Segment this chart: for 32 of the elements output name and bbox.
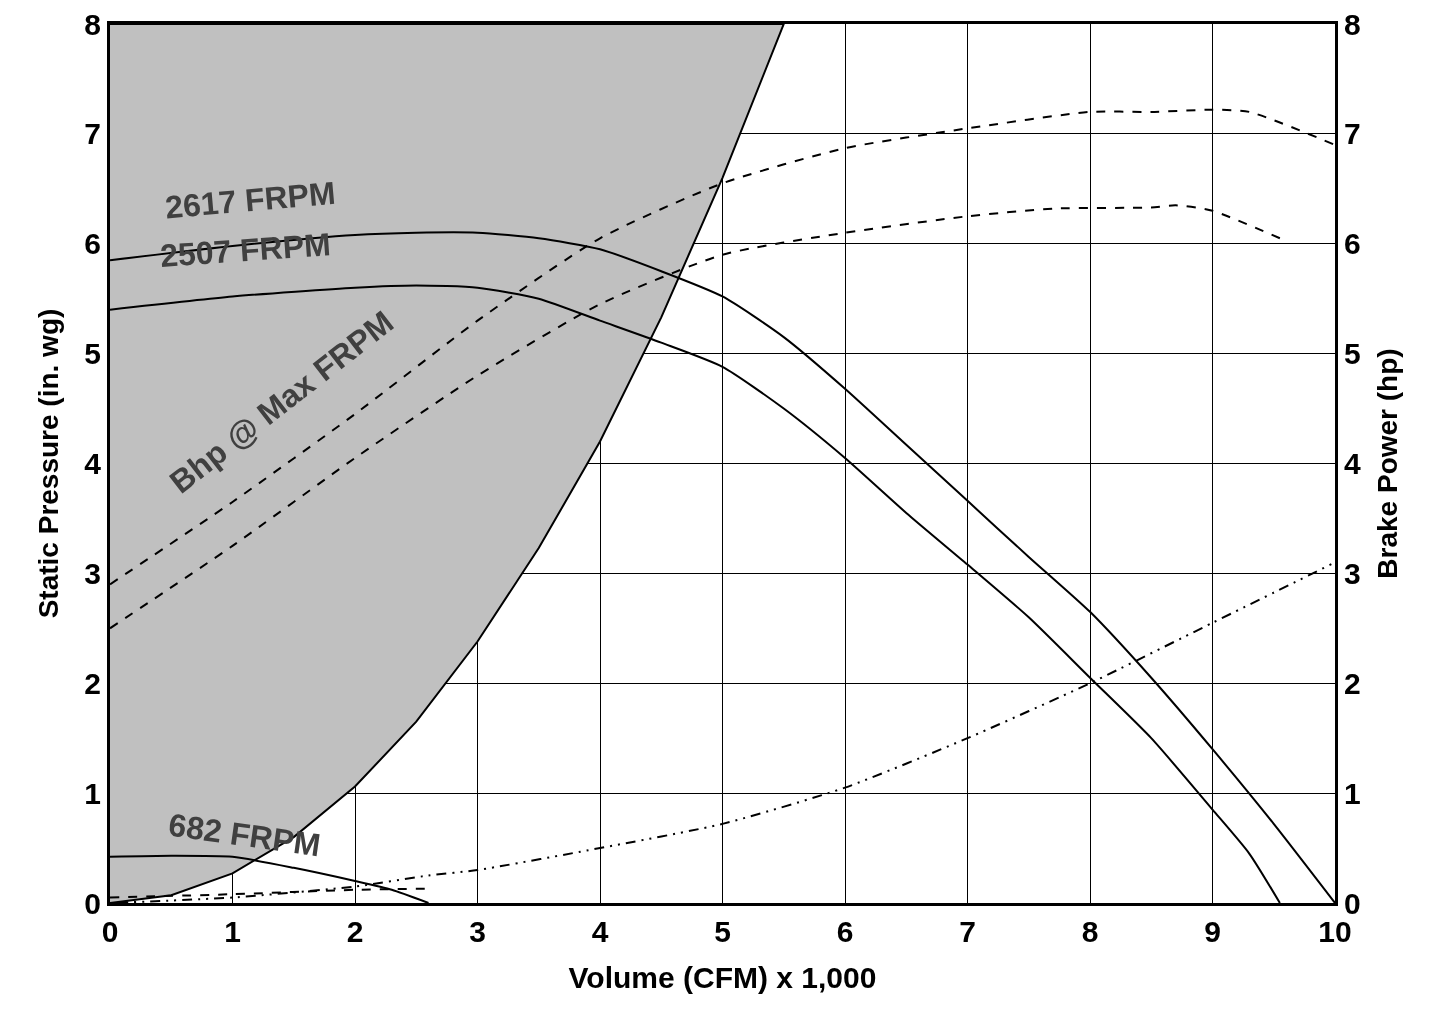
x-tick-label: 8 bbox=[1081, 915, 1099, 948]
y2-tick-label: 2 bbox=[1344, 666, 1361, 700]
y2-tick-label: 3 bbox=[1344, 556, 1361, 590]
y-tick-label: 8 bbox=[84, 7, 101, 41]
x-tick-label: 1 bbox=[224, 915, 241, 948]
y2-tick-label: 4 bbox=[1344, 447, 1361, 480]
y-axis-title: Static Pressure (in. wg) bbox=[33, 308, 65, 619]
y-tick-label: 4 bbox=[84, 447, 102, 480]
y-tick-label: 0 bbox=[84, 886, 101, 920]
x-tick-label: 7 bbox=[959, 915, 976, 948]
y2-tick-label: 8 bbox=[1344, 7, 1361, 41]
y2-tick-label: 7 bbox=[1344, 117, 1361, 151]
annotation: 682 FRPM bbox=[166, 806, 323, 864]
y2-tick-label: 1 bbox=[1344, 776, 1361, 810]
y2-tick-label: 5 bbox=[1344, 337, 1361, 371]
annotation: 2617 FRPM bbox=[163, 174, 337, 226]
y2-tick-label: 6 bbox=[1344, 227, 1361, 261]
x-tick-label: 9 bbox=[1204, 915, 1221, 948]
y-tick-label: 3 bbox=[84, 556, 101, 590]
y2-axis-title: Brake Power (hp) bbox=[1372, 348, 1404, 579]
x-tick-label: 6 bbox=[836, 915, 854, 948]
x-axis-title: Volume (CFM) x 1,000 bbox=[568, 960, 877, 994]
y-tick-label: 6 bbox=[84, 227, 101, 261]
y-tick-label: 1 bbox=[84, 776, 101, 810]
y-tick-label: 7 bbox=[84, 117, 101, 151]
annotation: 2507 FRPM bbox=[158, 226, 332, 274]
x-tick-label: 5 bbox=[714, 915, 731, 948]
x-tick-label: 2 bbox=[346, 915, 364, 948]
x-tick-label: 3 bbox=[469, 915, 486, 948]
x-tick-label: 4 bbox=[591, 915, 609, 948]
y-tick-label: 2 bbox=[84, 666, 101, 700]
y-tick-label: 5 bbox=[84, 337, 101, 371]
